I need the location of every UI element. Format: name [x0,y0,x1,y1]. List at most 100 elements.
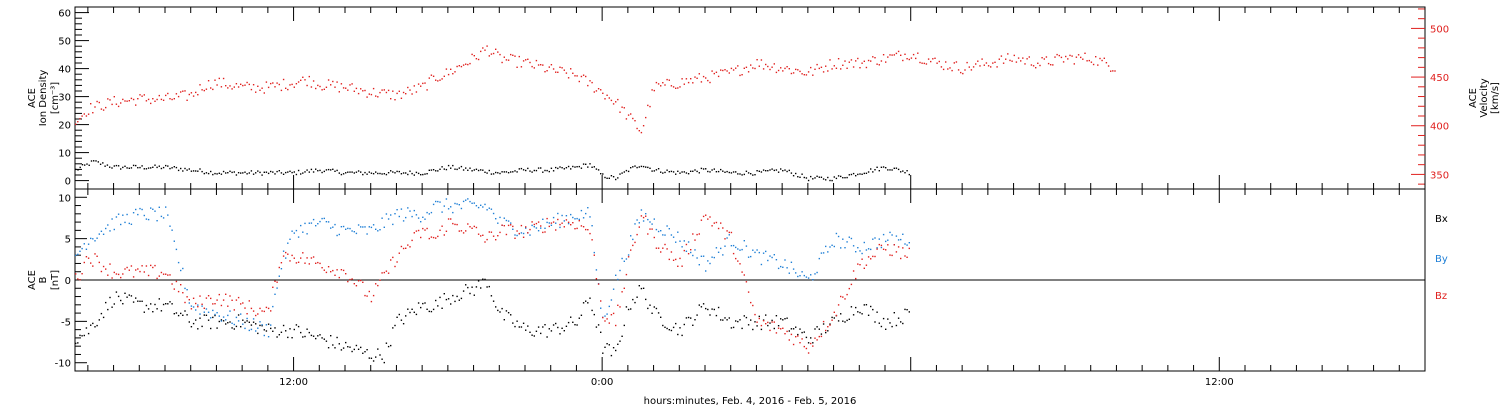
data-point [675,241,677,243]
data-point [619,173,621,175]
data-point [810,274,812,276]
data-point [126,100,128,102]
data-point [450,218,452,220]
data-point [640,215,643,217]
data-point [405,216,407,219]
data-point [1082,58,1084,60]
data-point [332,80,334,83]
data-point [117,273,120,276]
data-point [177,95,180,98]
data-point [743,315,745,317]
data-point [786,267,788,269]
data-point [222,316,225,318]
data-point [1054,56,1056,58]
data-point [100,270,103,273]
data-point [270,82,272,85]
data-point [184,301,186,304]
data-point [375,171,377,173]
data-point [340,349,343,351]
data-point [180,167,182,170]
data-point [720,69,722,71]
data-point [477,169,480,172]
data-point [692,233,694,235]
data-point [355,285,358,287]
data-point [325,221,328,223]
data-point [216,312,218,314]
data-point [951,69,953,72]
data-point [1002,62,1005,64]
data-point [285,171,287,174]
data-point [205,88,208,90]
data-point [255,323,257,325]
data-point [400,97,403,99]
density-axis-label-line3: [cm⁻³] [50,82,61,114]
data-point [510,224,512,226]
data-point [165,164,167,167]
data-point [199,84,201,86]
data-point [773,63,775,65]
data-point [600,173,602,175]
data-point [848,318,850,320]
data-point [289,84,291,86]
data-point [728,171,730,174]
data-point [889,322,891,324]
data-point [531,65,533,68]
data-point [323,88,325,90]
data-point [430,169,433,171]
data-point [649,167,651,169]
data-point [642,165,645,168]
data-point [177,314,180,317]
data-point [795,172,797,175]
data-point [842,64,844,66]
data-point [563,220,565,222]
data-point [846,293,848,296]
data-point [574,218,576,220]
data-point [430,211,433,214]
data-point [124,221,126,224]
data-point [132,98,135,101]
data-point [690,78,692,80]
data-point [540,167,542,169]
data-point [1052,64,1054,66]
data-point [304,171,306,173]
data-point [840,313,842,315]
data-point [385,270,388,272]
data-point [1107,65,1110,67]
data-point [580,167,583,169]
data-point [795,272,797,274]
data-point [664,243,666,246]
data-point [113,303,115,305]
data-point [458,299,460,301]
data-point [372,294,375,297]
data-point [452,222,454,225]
data-point [392,327,394,329]
data-point [803,345,805,348]
data-point [677,170,679,172]
data-point [460,165,463,168]
data-point [396,170,398,173]
data-point [302,76,304,78]
data-point [439,229,441,231]
data-point [390,214,392,216]
data-point [593,313,595,316]
data-point [822,320,825,323]
data-point [533,223,535,226]
data-point [777,69,780,72]
data-point [765,323,767,325]
data-point [98,233,100,235]
data-point [368,357,370,359]
data-point [634,301,636,304]
data-point [962,72,964,75]
data-point [263,92,265,94]
data-point [983,64,985,66]
data-point [190,170,193,172]
data-point [342,347,345,349]
data-point [323,217,325,220]
data-point [707,79,709,82]
data-point [713,256,715,259]
data-point [242,323,244,325]
data-point [694,76,696,78]
data-point [353,90,355,92]
